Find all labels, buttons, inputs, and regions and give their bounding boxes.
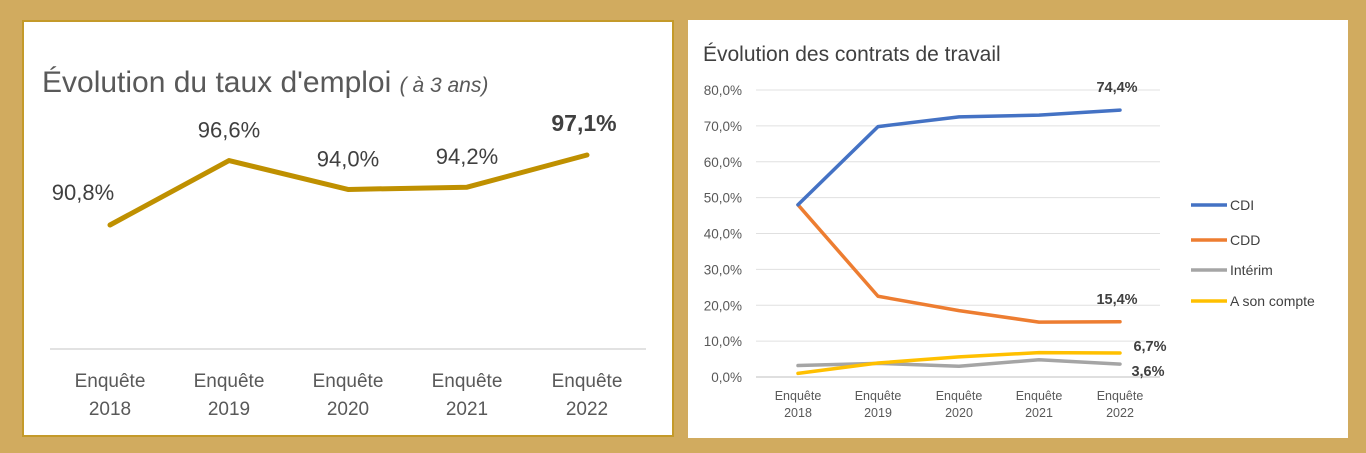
x-tick-label: 2022 (566, 399, 608, 420)
y-tick-label: 50,0% (704, 191, 742, 206)
contracts-chart: Évolution des contrats de travail 0,0% 10… (703, 43, 1315, 420)
end-data-label: 15,4% (1096, 292, 1137, 308)
employment-rate-panel: Évolution du taux d'emploi ( à 3 ans) 90… (22, 20, 674, 437)
x-tick-label: Enquête (1016, 389, 1063, 403)
x-tick-label: Enquête (936, 389, 983, 403)
contracts-panel: Évolution des contrats de travail 0,0% 10… (688, 20, 1348, 438)
x-tick-label: 2018 (89, 399, 131, 420)
series-line-a-son-compte (796, 350, 1122, 376)
series-line-cdi (796, 108, 1122, 207)
legend-label: CDD (1230, 232, 1260, 248)
chart-title: Évolution du taux d'emploi ( à 3 ans) (42, 66, 488, 99)
x-tick-label: 2018 (784, 406, 812, 420)
y-tick-label: 60,0% (704, 155, 742, 170)
legend-label: CDI (1230, 197, 1254, 213)
series-line-int-rim (796, 358, 1122, 368)
x-tick-label: 2021 (1025, 406, 1053, 420)
chart-title-main: Évolution du taux d'emploi (42, 66, 391, 99)
x-tick-label: Enquête (855, 389, 902, 403)
x-tick-label: Enquête (75, 371, 146, 392)
employment-rate-chart: Évolution du taux d'emploi ( à 3 ans) 90… (42, 66, 646, 420)
series-line-cdd (796, 203, 1122, 324)
data-label: 97,1% (551, 110, 616, 136)
x-tick-label: 2021 (446, 399, 488, 420)
chart-title: Évolution des contrats de travail (703, 43, 1001, 66)
x-tick-label: 2019 (864, 406, 892, 420)
x-tick-label: Enquête (775, 389, 822, 403)
x-tick-label: Enquête (313, 371, 384, 392)
x-tick-label: Enquête (1097, 389, 1144, 403)
y-tick-label: 0,0% (711, 370, 742, 385)
x-tick-label: 2020 (327, 399, 369, 420)
end-data-label: 3,6% (1131, 364, 1164, 380)
data-label: 94,0% (317, 146, 379, 171)
legend-label: Intérim (1230, 262, 1273, 278)
y-tick-label: 80,0% (704, 83, 742, 98)
x-tick-label: 2022 (1106, 406, 1134, 420)
y-tick-label: 40,0% (704, 227, 742, 242)
data-label: 90,8% (52, 180, 114, 205)
end-data-label: 74,4% (1096, 80, 1137, 96)
end-data-label: 6,7% (1133, 339, 1166, 355)
chart-subtitle: ( à 3 ans) (400, 74, 489, 97)
x-tick-label: 2020 (945, 406, 973, 420)
x-tick-label: Enquête (432, 371, 503, 392)
x-tick-label: Enquête (194, 371, 265, 392)
y-tick-label: 30,0% (704, 262, 742, 277)
data-label: 94,2% (436, 144, 498, 169)
data-label: 96,6% (198, 118, 260, 143)
x-tick-label: Enquête (552, 371, 623, 392)
series-line-employment-rate (107, 152, 590, 228)
legend-label: A son compte (1230, 293, 1315, 309)
x-tick-label: 2019 (208, 399, 250, 420)
y-tick-label: 70,0% (704, 119, 742, 134)
y-tick-label: 10,0% (704, 334, 742, 349)
y-tick-label: 20,0% (704, 298, 742, 313)
